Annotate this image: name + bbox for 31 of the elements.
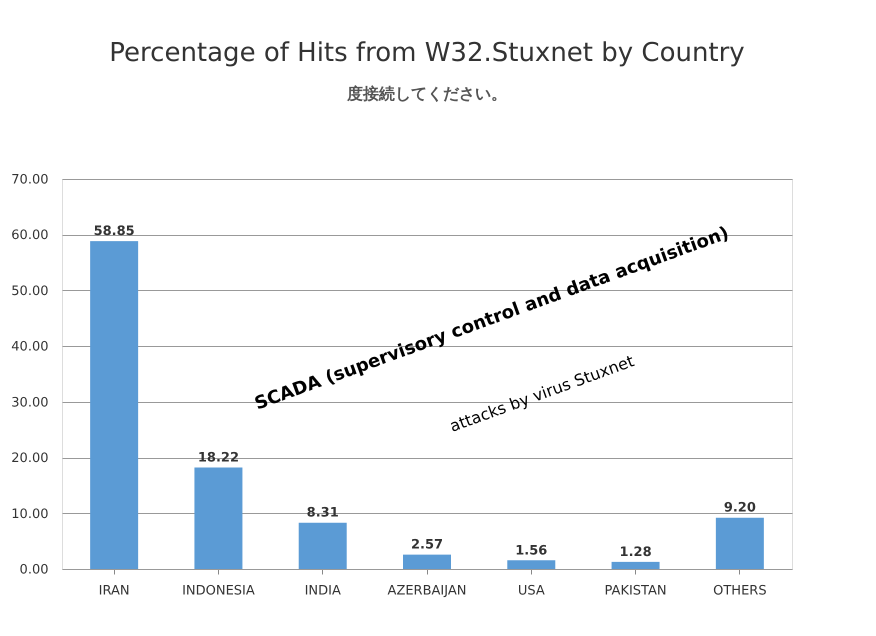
- data-label: 9.20: [724, 500, 756, 516]
- y-tick-label: 0.00: [20, 562, 48, 578]
- data-label: 8.31: [306, 506, 339, 521]
- y-tick-label: 10.00: [11, 506, 48, 522]
- x-tick-label: USA: [518, 584, 545, 598]
- y-tick-label: 30.00: [11, 395, 48, 410]
- chart-title: Percentage of Hits from W32.Stuxnet by Country: [109, 38, 745, 68]
- text: 度接続してください。: [346, 84, 507, 103]
- x-tick-label: INDIA: [304, 584, 341, 598]
- bar: [403, 554, 451, 569]
- data-label: 1.56: [515, 543, 548, 558]
- bar: [716, 518, 764, 569]
- x-tick-label: INDONESIA: [182, 584, 255, 598]
- y-tick-label: 20.00: [11, 451, 48, 466]
- y-tick-label: 60.00: [11, 228, 48, 244]
- bar: [194, 467, 242, 569]
- y-tick-label: 40.00: [11, 340, 48, 355]
- x-tick-label: OTHERS: [713, 584, 767, 598]
- bar: [507, 560, 556, 569]
- bar: [90, 241, 138, 569]
- data-label: 18.22: [198, 450, 239, 466]
- x-tick-label: AZERBAIJAN: [388, 584, 466, 598]
- data-label: 58.85: [94, 224, 135, 240]
- bar: [612, 562, 660, 569]
- y-tick-label: 50.00: [11, 284, 48, 299]
- x-tick-label: PAKISTAN: [604, 584, 667, 598]
- x-tick-label: IRAN: [98, 584, 130, 598]
- data-label: 1.28: [620, 544, 652, 560]
- bar: [298, 522, 347, 569]
- y-tick-label: 70.00: [11, 172, 48, 188]
- data-label: 2.57: [410, 538, 444, 553]
